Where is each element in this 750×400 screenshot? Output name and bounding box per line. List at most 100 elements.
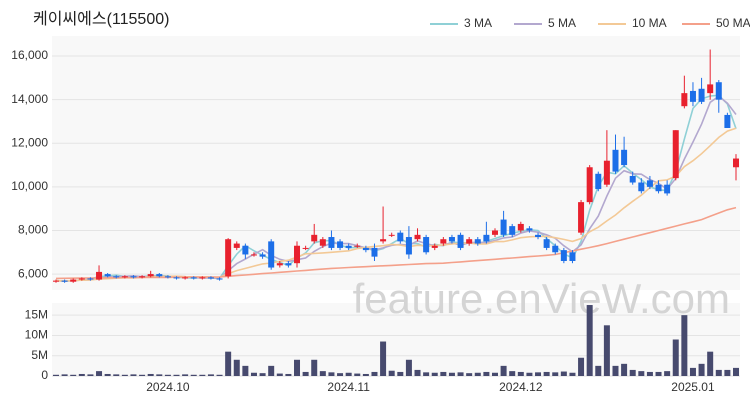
candle-body <box>448 237 455 242</box>
y-tick-label: 15M <box>25 307 48 321</box>
volume-bar <box>483 371 490 376</box>
volume-bar <box>448 372 455 376</box>
candle-body <box>294 245 301 264</box>
candle-body <box>96 271 103 280</box>
volume-bar <box>216 374 223 376</box>
volume-bar <box>190 374 197 376</box>
y-tick-label: 12,000 <box>11 135 48 149</box>
candle-body <box>216 278 223 280</box>
volume-bar <box>733 367 739 376</box>
candle-body <box>130 276 137 278</box>
candle-body <box>569 252 576 262</box>
volume-bar <box>423 372 430 376</box>
candle-body <box>698 88 705 102</box>
candle-body <box>664 184 671 194</box>
volume-bar <box>715 369 722 376</box>
volume-bar <box>354 373 361 376</box>
volume-bar <box>440 371 447 376</box>
candle-body <box>276 263 283 266</box>
volume-bar <box>586 305 593 376</box>
candle-body <box>78 278 85 280</box>
volume-bar <box>199 374 206 376</box>
y-tick-label: 10M <box>25 328 48 342</box>
volume-bar <box>259 373 266 376</box>
x-tick-label: 2025.01 <box>671 380 715 394</box>
volume-bar <box>388 370 395 376</box>
volume-bar <box>87 374 94 376</box>
x-tick-label: 2024.11 <box>327 380 370 394</box>
volume-bar <box>689 367 696 376</box>
candle-body <box>311 234 318 242</box>
volume-bar <box>405 359 412 376</box>
volume-bar <box>707 351 714 376</box>
candle-body <box>388 234 395 236</box>
volume-bar <box>130 374 137 376</box>
candle-body <box>233 243 240 248</box>
candle-body <box>500 219 507 235</box>
candle-body <box>672 130 679 179</box>
volume-bar <box>474 372 481 376</box>
candle-body <box>715 82 722 100</box>
candle-body <box>328 237 335 248</box>
volume-bar <box>121 374 128 376</box>
candle-body <box>474 239 481 244</box>
candle-body <box>457 234 464 248</box>
volume-bar <box>147 373 154 376</box>
candle-body <box>414 234 421 240</box>
volume-bar <box>362 373 369 376</box>
candle-body <box>638 182 645 192</box>
volume-bar <box>517 371 524 376</box>
candle-body <box>560 250 567 262</box>
volume-bar <box>629 369 636 376</box>
candle-body <box>225 239 232 277</box>
volume-bar <box>724 369 731 376</box>
volume-bar <box>225 351 232 376</box>
candle-body <box>104 274 111 277</box>
volume-bar <box>233 359 240 376</box>
volume-bar <box>638 371 645 376</box>
candle-body <box>250 254 257 256</box>
candle-body <box>397 232 404 242</box>
candle-body <box>483 234 490 242</box>
candle-body <box>578 202 585 233</box>
volume-bar <box>139 374 146 376</box>
legend-label: 50 MA <box>716 16 750 30</box>
volume-bar <box>466 373 473 376</box>
volume-bar <box>578 357 585 376</box>
candle-body <box>70 279 77 282</box>
volume-bar <box>526 372 533 376</box>
candle-body <box>302 247 309 249</box>
candle-body <box>491 230 498 235</box>
volume-bar <box>543 371 550 376</box>
volume-bar <box>113 374 120 376</box>
candle-body <box>509 226 516 235</box>
volume-bar <box>164 374 171 376</box>
candle-body <box>173 277 180 279</box>
volume-bar <box>552 372 559 376</box>
volume-bar <box>242 365 249 376</box>
candle-body <box>733 158 739 168</box>
volume-bar <box>621 363 628 376</box>
volume-bar <box>156 374 163 376</box>
volume-bar <box>569 372 576 376</box>
candle-body <box>707 84 714 94</box>
candle-body <box>586 167 593 203</box>
candle-body <box>724 114 731 129</box>
volume-bar <box>182 374 189 376</box>
candle-body <box>319 239 326 246</box>
volume-bar <box>664 371 671 376</box>
chart-title: 케이씨에스(115500) <box>33 10 169 28</box>
candle-body <box>164 276 171 278</box>
volume-bar <box>207 374 214 376</box>
candle-body <box>612 149 619 172</box>
watermark: feature.enVieW.com <box>353 275 730 322</box>
volume-bar <box>328 372 335 376</box>
x-tick-label: 2024.12 <box>499 380 543 394</box>
x-tick-label: 2024.10 <box>146 380 190 394</box>
candle-body <box>646 180 653 187</box>
candle-body <box>423 237 430 253</box>
volume-bar <box>53 374 59 376</box>
candle-body <box>517 223 524 231</box>
candle-body <box>268 241 275 268</box>
volume-bar <box>337 373 344 376</box>
